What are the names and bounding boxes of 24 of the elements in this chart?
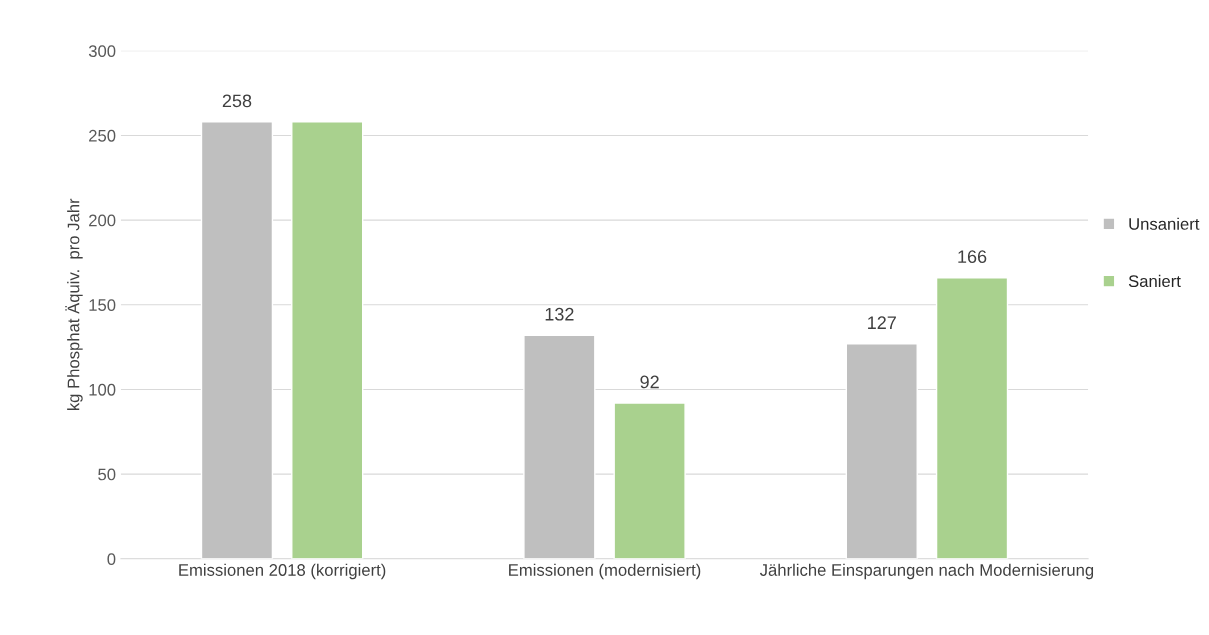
x-tick-label: Emissionen (modernisiert)	[509, 563, 701, 580]
bar	[935, 277, 1009, 559]
x-tick-label: Jährliche Einsparungen nach Modernisierung	[759, 563, 1094, 580]
bar	[613, 402, 686, 559]
legend-label: Saniert	[1128, 274, 1181, 288]
bar	[291, 121, 364, 559]
y-axis-title: kg Phosphat Äquiv. pro Jahr	[65, 198, 83, 411]
x-tick-label: Emissionen 2018 (korrigiert)	[179, 563, 386, 580]
data-label: 127	[868, 316, 896, 329]
y-tick-label: 0	[107, 553, 116, 565]
data-label: 258	[222, 94, 252, 108]
y-tick-label: 200	[89, 214, 116, 227]
data-label: 132	[545, 307, 574, 321]
legend-label: Unsaniert	[1129, 217, 1200, 230]
y-tick-label: 50	[98, 468, 116, 481]
y-tick-label: 300	[88, 45, 116, 57]
bar	[523, 334, 596, 559]
bar	[200, 121, 274, 559]
data-label: 166	[958, 250, 987, 264]
y-tick-label: 100	[89, 383, 116, 396]
y-tick-label: 150	[89, 299, 116, 311]
data-label: 92	[640, 375, 659, 389]
y-tick-label: 250	[89, 129, 116, 142]
bar	[845, 343, 918, 559]
